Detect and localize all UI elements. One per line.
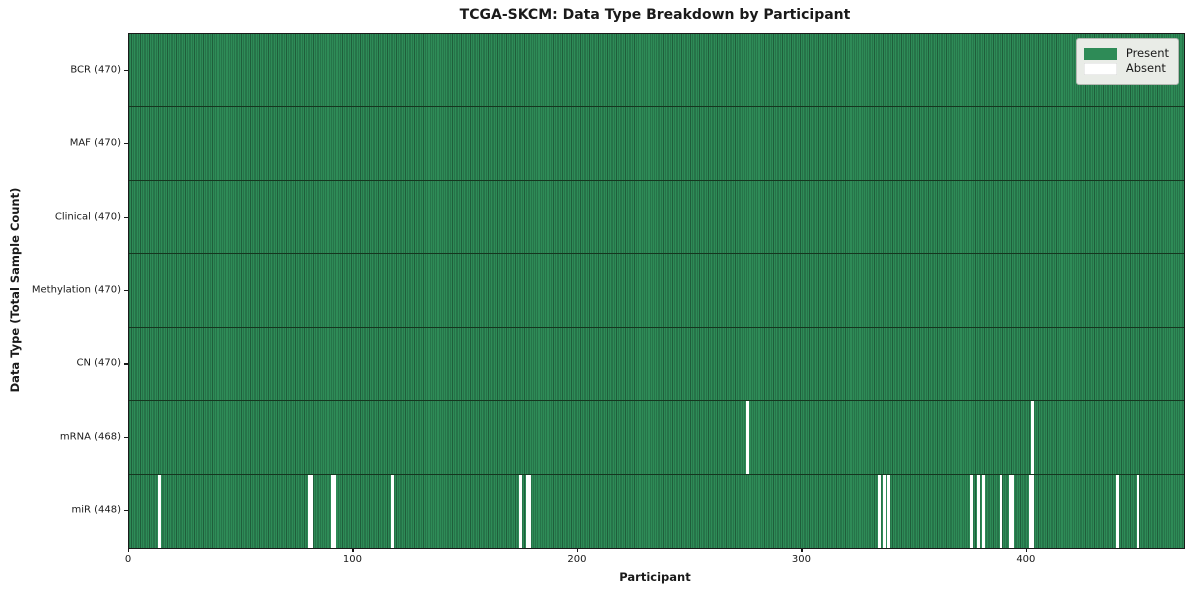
absent-cell (745, 401, 749, 474)
heatmap-row-mir (129, 474, 1184, 548)
legend: Present Absent (1075, 38, 1179, 85)
y-tick-mark (124, 143, 128, 145)
absent-cell (308, 474, 312, 548)
absent-cell (330, 474, 334, 548)
absent-cell (981, 474, 985, 548)
absent-cell (1031, 474, 1034, 548)
x-tick-label: 300 (791, 554, 811, 565)
x-tick-label: 100 (342, 554, 362, 565)
x-axis-label: Participant (619, 570, 691, 584)
absent-cell (1116, 474, 1120, 548)
absent-cell (526, 474, 529, 548)
x-tick-mark (352, 548, 354, 552)
x-tick-label: 200 (567, 554, 587, 565)
absent-cell (1010, 474, 1014, 548)
x-tick-mark (1025, 548, 1028, 552)
absent-cell (157, 474, 161, 548)
heatmap-row-methylation (129, 254, 1184, 328)
y-tick-mark (124, 216, 128, 218)
absent-cell (519, 474, 523, 548)
y-tick-label: miR (448) (71, 504, 121, 516)
x-tick-mark (801, 548, 803, 552)
heatmap-row-maf (129, 107, 1184, 181)
absent-cell (887, 474, 891, 548)
legend-entry-absent: Absent (1083, 61, 1169, 76)
y-tick-label: CN (470) (76, 357, 121, 369)
y-tick-mark (124, 290, 128, 292)
absent-cell (1028, 474, 1032, 548)
absent-cell (970, 474, 974, 548)
y-tick-mark (124, 69, 128, 71)
absent-cell (1136, 474, 1140, 548)
legend-entry-present: Present (1083, 46, 1169, 61)
absent-cell (391, 474, 395, 548)
y-tick-label: MAF (470) (69, 137, 121, 149)
y-tick-mark (124, 363, 128, 365)
y-tick-mark (124, 510, 128, 512)
absent-cell (882, 474, 886, 548)
x-tick-label: 400 (1016, 554, 1036, 565)
legend-swatch-present-icon (1083, 48, 1117, 60)
absent-cell (332, 474, 336, 548)
x-tick-mark (128, 548, 130, 552)
absent-cell (528, 474, 532, 548)
heatmap-plot: Present Absent (128, 33, 1185, 549)
legend-label-absent: Absent (1125, 61, 1166, 76)
absent-cell (878, 474, 882, 548)
heatmap-row-cn (129, 327, 1184, 402)
absent-cell (1008, 474, 1012, 548)
y-tick-mark (124, 436, 128, 439)
y-tick-label: Clinical (470) (54, 211, 121, 223)
absent-cell (999, 474, 1003, 548)
absent-cell (977, 474, 981, 548)
legend-label-present: Present (1125, 46, 1169, 61)
absent-cell (310, 474, 314, 548)
y-tick-label: BCR (470) (70, 64, 121, 76)
x-tick-label: 0 (124, 554, 132, 565)
y-tick-label: Methylation (470) (31, 284, 121, 296)
absent-cell (1031, 401, 1034, 474)
x-tick-mark (576, 548, 579, 552)
heatmap-row-mrna (129, 401, 1184, 475)
legend-swatch-absent-icon (1083, 63, 1117, 75)
chart-title: TCGA-SKCM: Data Type Breakdown by Partic… (459, 7, 851, 23)
y-tick-label: mRNA (468) (59, 431, 121, 443)
heatmap-row-bcr (129, 34, 1184, 108)
heatmap-row-clinical (129, 180, 1184, 255)
